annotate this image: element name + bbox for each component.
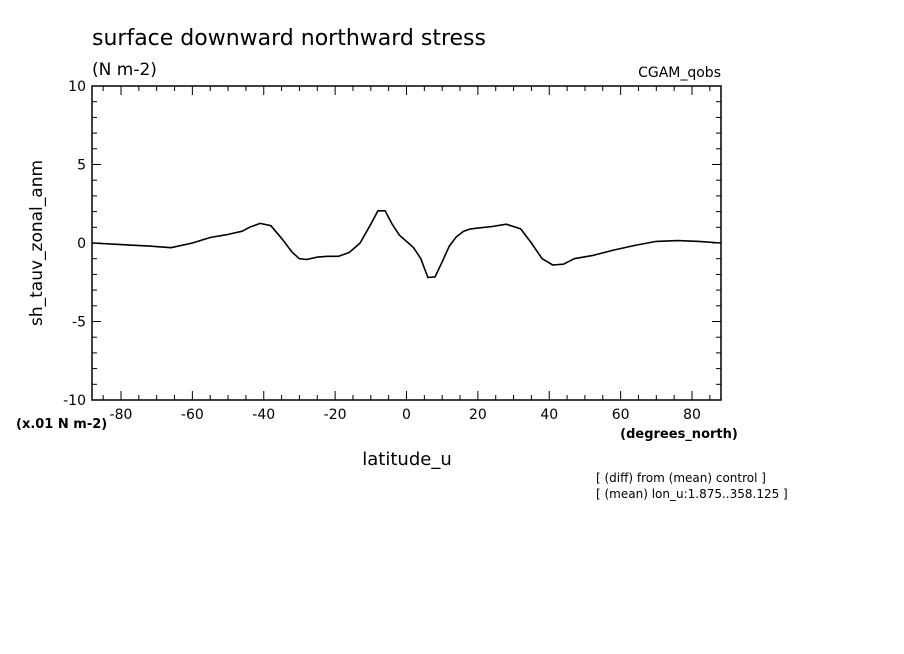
tick-labels: -80 -60 -40 -20 0 20 40 60 80 10 5 0 -5 -10 xyxy=(63,79,701,423)
note-mean: [ (mean) lon_u:1.875..358.125 ] xyxy=(596,487,788,501)
series-lines xyxy=(92,210,721,279)
y-axis-label: sh_tauv_zonal_anm xyxy=(27,160,47,326)
x-tick-label: 0 xyxy=(402,407,411,423)
x-tick-label: -20 xyxy=(324,407,347,423)
x-tick-label: 60 xyxy=(612,407,630,423)
y-scale-note: (x.01 N m-2) xyxy=(16,417,107,432)
y-tick-label: -5 xyxy=(72,315,86,331)
series-line xyxy=(92,210,721,279)
y-tick-label: -10 xyxy=(63,393,86,409)
plot-frame xyxy=(91,85,722,401)
note-diff: [ (diff) from (mean) control ] xyxy=(596,471,766,485)
x-tick-label: 20 xyxy=(469,407,487,423)
x-axis-label: latitude_u xyxy=(362,449,451,470)
plot-area xyxy=(91,85,722,401)
x-tick-label: -60 xyxy=(181,407,204,423)
x-tick-label: -80 xyxy=(110,407,133,423)
x-units-label: (degrees_north) xyxy=(620,427,738,442)
y-tick-label: 10 xyxy=(68,79,86,95)
y-tick-label: 5 xyxy=(77,158,86,174)
x-tick-label: 40 xyxy=(540,407,558,423)
x-tick-label: -40 xyxy=(252,407,275,423)
chart-title: surface downward northward stress xyxy=(92,26,486,51)
model-label: CGAM_qobs xyxy=(638,65,721,81)
axis-ticks xyxy=(92,85,721,401)
y-tick-label: 0 xyxy=(77,236,86,252)
chart-subtitle: (N m-2) xyxy=(92,60,157,80)
x-tick-label: 80 xyxy=(683,407,701,423)
